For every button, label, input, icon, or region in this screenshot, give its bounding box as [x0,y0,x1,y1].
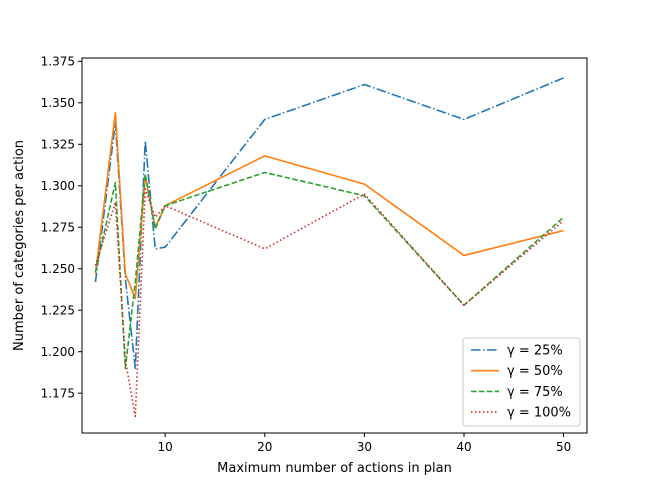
plot-frame [81,57,588,434]
y-tick-label: 1.275 [41,221,75,235]
y-tick-label: 1.350 [41,96,75,110]
series-layer [94,77,565,418]
x-tick-label: 10 [158,440,173,454]
legend-entry-label: γ = 100% [507,406,571,421]
y-tick-label: 1.175 [41,386,75,400]
y-tick-label: 1.300 [41,179,75,193]
x-tick-label: 30 [357,440,372,454]
y-axis-label: Number of categories per action [12,140,27,351]
x-axis-ticks: 10 20 30 40 50 [158,433,571,454]
series-line-1 [94,77,564,370]
legend-entry-label: γ = 50% [507,364,563,379]
y-tick-label: 1.375 [41,55,75,69]
series-line-3 [94,171,565,370]
x-tick-label: 40 [456,440,471,454]
x-tick-label: 50 [556,440,571,454]
x-axis-label: Maximum number of actions in plan [217,461,452,476]
y-axis-ticks: 1.175 1.200 1.225 1.250 1.275 1.300 1.325 1.350… [41,55,82,400]
legend-entry-label: γ = 25% [507,344,563,359]
legend-box [462,337,581,427]
legend-entry-label: γ = 75% [507,385,563,400]
y-tick-label: 1.200 [41,345,75,359]
legend: γ = 25% γ = 50% γ = 75% γ = 100% [462,337,581,427]
x-tick-label: 20 [257,440,272,454]
y-tick-label: 1.325 [41,138,75,152]
y-tick-label: 1.225 [41,304,75,318]
y-tick-label: 1.250 [41,262,75,276]
